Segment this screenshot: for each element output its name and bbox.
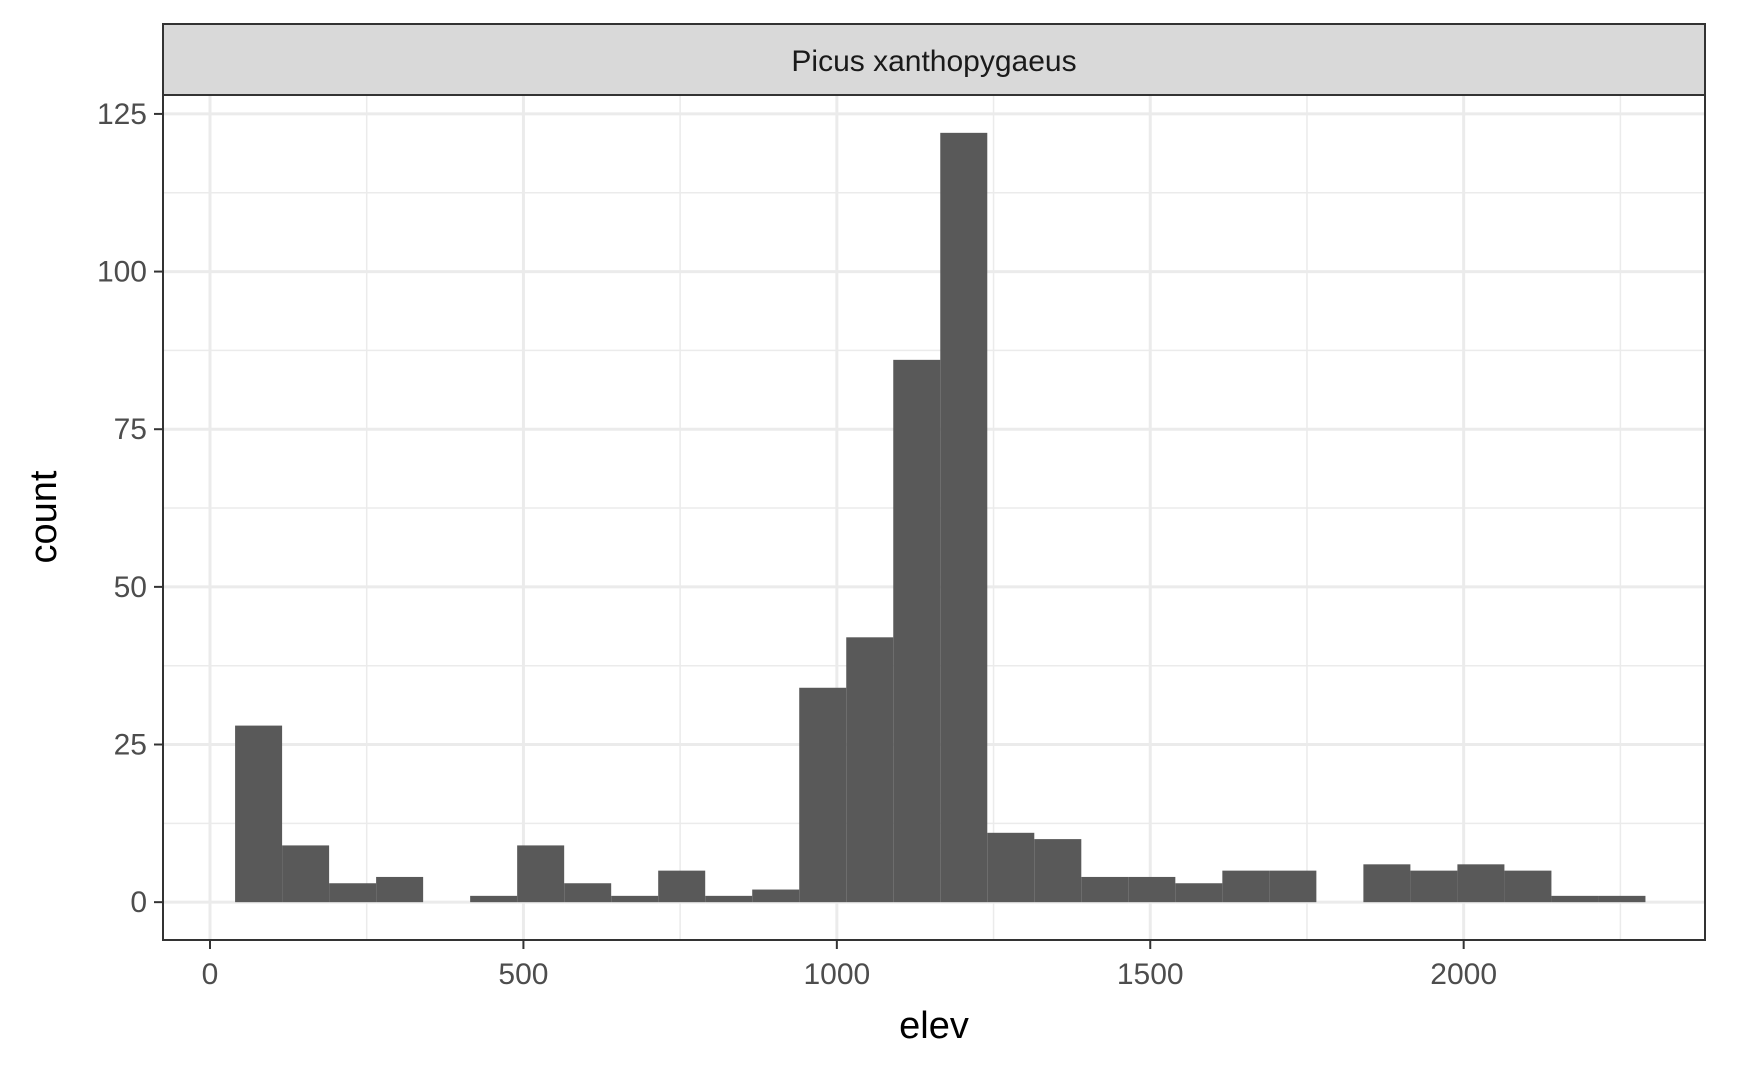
histogram-bar	[376, 876, 424, 903]
histogram-bars	[235, 132, 1646, 903]
histogram-bar	[658, 870, 706, 903]
y-tick-label: 100	[97, 256, 147, 289]
x-axis: 0 500 1000 1500 2000	[202, 940, 1497, 991]
histogram-bar	[893, 359, 941, 903]
facet-strip-label: Picus xanthopygaeus	[791, 45, 1076, 78]
histogram-bar	[705, 895, 753, 903]
histogram-bar	[846, 637, 894, 903]
histogram-bar	[1410, 870, 1458, 903]
y-tick-label: 0	[130, 886, 147, 919]
histogram-bar	[1363, 864, 1411, 903]
x-tick-label: 500	[498, 958, 548, 991]
histogram-bar	[1504, 870, 1552, 903]
histogram-bar	[517, 845, 565, 903]
y-axis-title: count	[23, 470, 65, 563]
histogram-bar	[470, 895, 518, 903]
histogram-bar	[1551, 895, 1599, 903]
facet-strip: Picus xanthopygaeus	[162, 23, 1706, 96]
histogram-bar	[987, 832, 1035, 903]
histogram-bar	[752, 889, 800, 903]
y-tick-label: 125	[97, 98, 147, 131]
facet-strip-background	[162, 23, 1706, 96]
histogram-bar	[1128, 876, 1176, 903]
histogram-bar	[1081, 876, 1129, 903]
histogram-bar	[611, 895, 659, 903]
histogram-bar	[235, 725, 283, 903]
histogram-bar	[1269, 870, 1317, 903]
y-tick-label: 75	[114, 413, 147, 446]
x-tick-label: 1000	[803, 958, 870, 991]
x-tick-label: 2000	[1430, 958, 1497, 991]
histogram-bar	[1034, 839, 1082, 903]
histogram-bar	[1457, 864, 1505, 903]
x-axis-title: elev	[899, 1005, 969, 1047]
histogram-bar	[282, 845, 330, 903]
x-tick-label: 0	[202, 958, 219, 991]
y-axis: 0 25 50 75 100 125	[97, 98, 163, 919]
histogram-bar	[940, 132, 988, 903]
histogram-bar	[1175, 883, 1223, 903]
histogram-bar	[799, 687, 847, 903]
histogram-bar	[564, 883, 612, 903]
histogram-bar	[1222, 870, 1270, 903]
x-tick-label: 1500	[1117, 958, 1184, 991]
y-tick-label: 25	[114, 729, 147, 762]
histogram-bar	[1598, 895, 1646, 903]
y-tick-label: 50	[114, 571, 147, 604]
histogram-bar	[329, 883, 377, 903]
